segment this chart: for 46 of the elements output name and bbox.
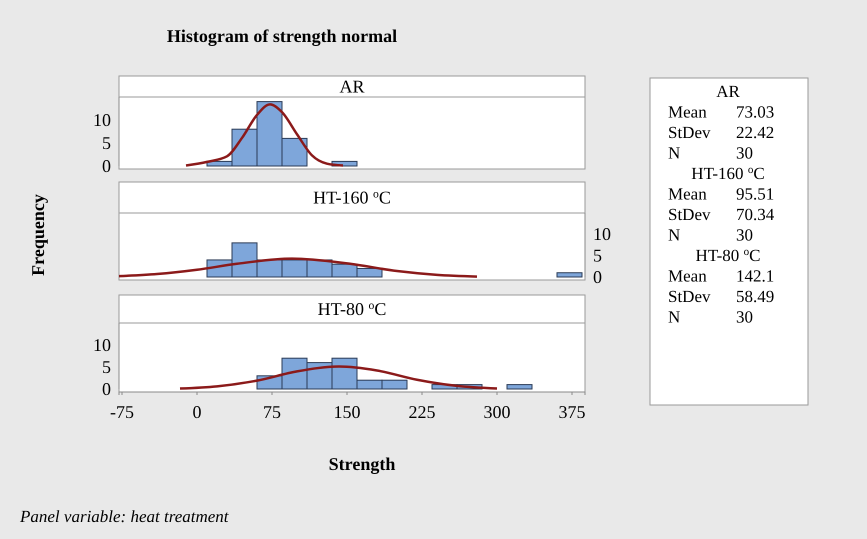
y-tick-label: 0 xyxy=(102,378,111,399)
text: 70.34 xyxy=(736,205,775,224)
text: StDev xyxy=(668,123,711,142)
text: AR xyxy=(716,82,740,101)
text: Mean xyxy=(668,102,708,122)
y2-tick-label: 0 xyxy=(593,266,602,287)
y2-tick-label: 5 xyxy=(593,245,602,266)
y-tick-label: 10 xyxy=(93,110,111,130)
text: Panel variable: heat treatment xyxy=(19,507,230,526)
x-tick-label: 300 xyxy=(484,402,510,422)
line-series xyxy=(178,365,498,390)
y-tick-label: 0 xyxy=(102,156,111,176)
x-tick-label: 75 xyxy=(263,402,281,422)
y-axis-title: Frequency xyxy=(28,194,48,276)
text: StDev xyxy=(668,287,711,306)
text: 73.03 xyxy=(736,102,774,122)
text: Histogram of strength normal xyxy=(166,26,398,46)
chart-title: HT-80 $^{o}$C xyxy=(318,298,386,319)
y2-tick-label: 10 xyxy=(593,224,611,244)
text: HT-80 $^{o}$C xyxy=(696,246,760,265)
text: StDev xyxy=(668,205,711,224)
y-tick-label: 5 xyxy=(102,132,111,153)
chart-title: AR xyxy=(339,76,365,96)
x-axis-title: Strength xyxy=(328,454,396,474)
x-tick-label: 375 xyxy=(558,402,586,422)
y-tick-label: 5 xyxy=(102,356,111,377)
line-series xyxy=(118,257,478,278)
text: N xyxy=(668,226,680,244)
x-tick-label: 0 xyxy=(192,402,202,422)
text: 95.51 xyxy=(736,184,774,204)
text: N xyxy=(668,308,680,326)
text: 30 xyxy=(736,308,753,326)
x-tick-label: 225 xyxy=(408,402,436,422)
x-tick-label: -75 xyxy=(110,402,134,422)
text: 142.1 xyxy=(736,266,774,286)
text: N xyxy=(668,144,680,162)
chart-title: HT-160 $^{o}$C xyxy=(313,187,391,208)
text: Mean xyxy=(668,184,708,204)
text: 58.49 xyxy=(736,287,774,306)
text: 30 xyxy=(736,144,753,162)
text: 22.42 xyxy=(736,123,774,142)
text: Mean xyxy=(668,266,708,286)
text: 30 xyxy=(736,226,753,244)
x-tick-label: 150 xyxy=(334,402,360,422)
y-tick-label: 10 xyxy=(93,334,111,355)
text: HT-160 $^{o}$C xyxy=(691,164,765,183)
